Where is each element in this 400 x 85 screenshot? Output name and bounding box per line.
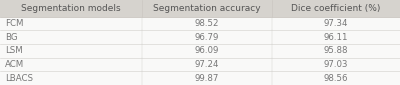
Text: LBACS: LBACS: [5, 74, 33, 83]
Text: 96.11: 96.11: [324, 33, 348, 42]
Bar: [0, 71, 400, 85]
Text: FCM: FCM: [5, 19, 23, 28]
Bar: [0, 0, 400, 17]
Bar: [0, 44, 400, 58]
Text: ACM: ACM: [5, 60, 24, 69]
Text: 99.87: 99.87: [195, 74, 219, 83]
Text: 98.56: 98.56: [324, 74, 348, 83]
Text: 95.88: 95.88: [324, 46, 348, 55]
Text: 96.09: 96.09: [195, 46, 219, 55]
Text: 97.03: 97.03: [324, 60, 348, 69]
Bar: [0, 58, 400, 71]
Text: BG: BG: [5, 33, 18, 42]
Text: 98.52: 98.52: [195, 19, 219, 28]
Text: Segmentation models: Segmentation models: [21, 4, 121, 13]
Text: Dice coefficient (%): Dice coefficient (%): [291, 4, 381, 13]
Bar: [0, 17, 400, 30]
Text: LSM: LSM: [5, 46, 22, 55]
Bar: [0, 30, 400, 44]
Text: Segmentation accuracy: Segmentation accuracy: [153, 4, 261, 13]
Text: 97.34: 97.34: [324, 19, 348, 28]
Text: 96.79: 96.79: [195, 33, 219, 42]
Text: 97.24: 97.24: [195, 60, 219, 69]
